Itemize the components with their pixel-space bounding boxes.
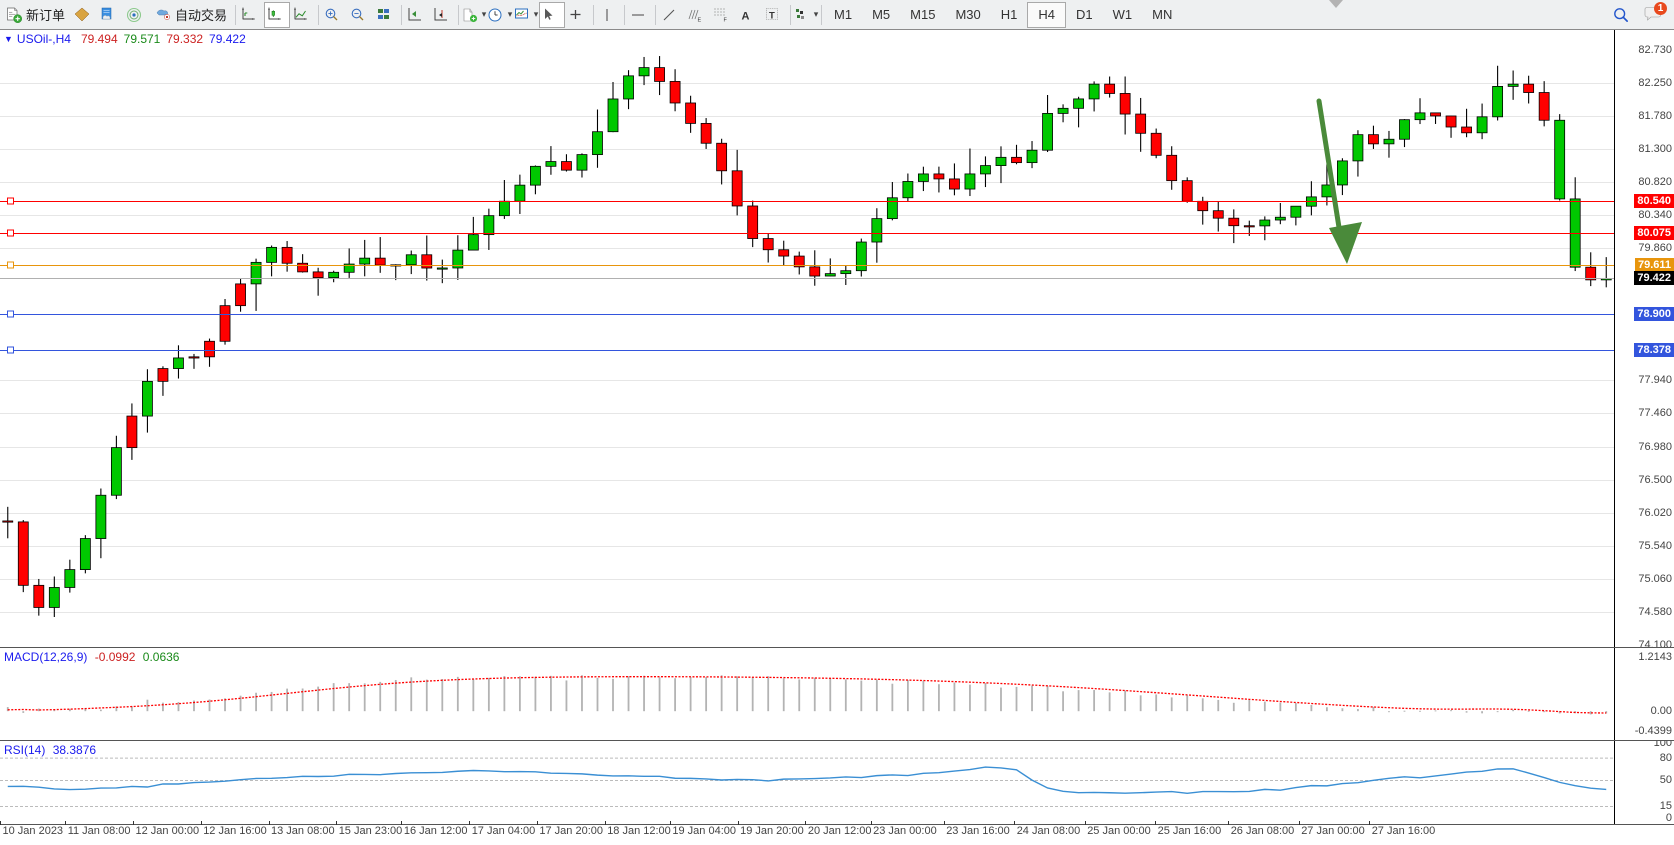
svg-text:F: F: [724, 17, 728, 23]
svg-text:T: T: [769, 10, 775, 21]
svg-text:E: E: [698, 17, 702, 23]
svg-text:A: A: [742, 10, 750, 22]
